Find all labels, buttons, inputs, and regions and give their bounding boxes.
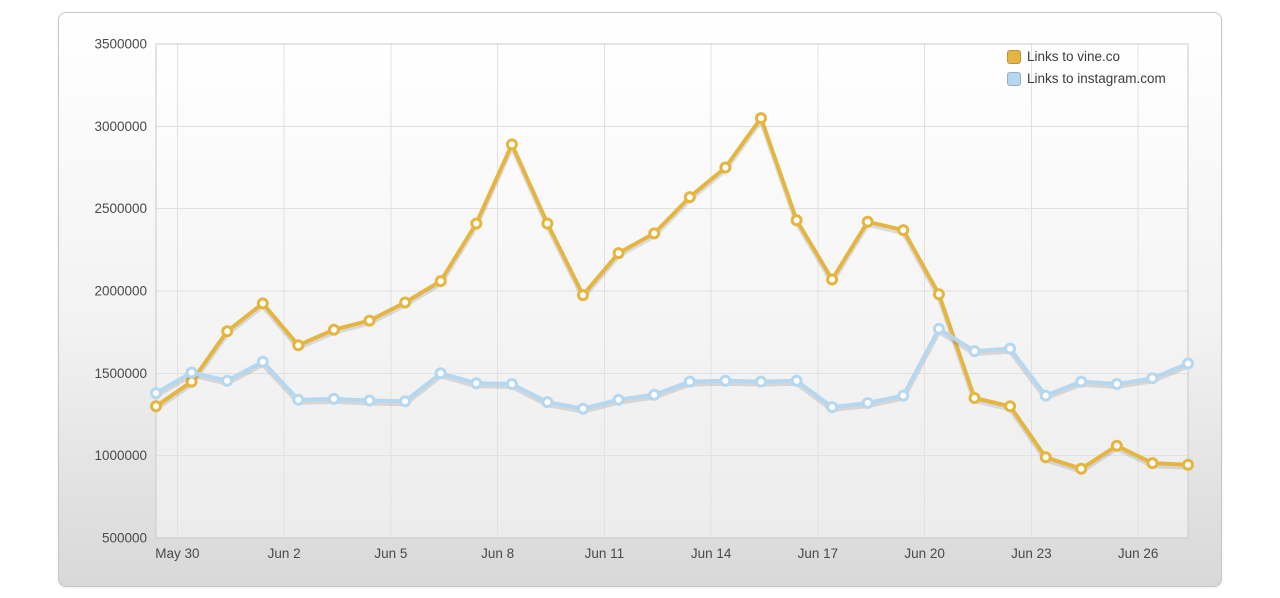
plot-border [155,43,1189,539]
data-point-marker-vine[interactable] [150,400,162,413]
data-point-marker-instagram[interactable] [1110,378,1123,390]
x-axis-tick-label: Jun 14 [691,546,732,561]
series-vine [150,112,1194,475]
data-point-marker-instagram[interactable] [968,345,981,358]
data-point-marker-vine[interactable] [683,191,696,204]
data-point-marker-instagram[interactable] [719,374,732,387]
data-point-marker-vine[interactable] [719,161,732,174]
data-point-marker-instagram[interactable] [612,393,625,406]
data-point-marker-instagram[interactable] [1182,357,1194,370]
data-point-marker-instagram[interactable] [1075,375,1088,388]
data-point-marker-instagram[interactable] [505,378,518,390]
data-point-marker-instagram[interactable] [861,397,874,409]
x-axis-tick-label: Jun 5 [374,546,407,561]
line-chart: 500000 1000000 1500000 2000000 2500000 300000… [94,37,1194,561]
x-axis-tick-label: Jun 23 [1011,546,1052,561]
legend-label-instagram: Links to instagram.com [1027,71,1166,86]
data-point-marker-instagram[interactable] [185,366,198,379]
data-point-marker-instagram[interactable] [256,355,269,368]
y-axis-tick-label: 2000000 [94,284,147,299]
legend-label-vine: Links to vine.co [1027,49,1121,64]
x-axis-tick-label: Jun 17 [798,546,839,561]
data-point-marker-vine[interactable] [327,323,340,336]
data-point-marker-instagram[interactable] [683,375,696,388]
data-point-marker-vine[interactable] [399,296,412,309]
chart-panel: 500000 1000000 1500000 2000000 2500000 300000… [58,12,1222,587]
data-point-marker-instagram[interactable] [541,396,554,409]
data-point-marker-vine[interactable] [612,247,625,260]
data-point-marker-vine[interactable] [790,214,803,227]
x-axis-tick-label: Jun 20 [904,546,945,561]
data-point-marker-vine[interactable] [826,273,839,286]
data-point-marker-vine[interactable] [1075,462,1088,475]
data-point-marker-instagram[interactable] [292,393,305,406]
data-point-marker-vine[interactable] [1004,400,1017,413]
y-axis-tick-label: 2500000 [94,201,147,216]
x-axis-tick-label: Jun 8 [481,546,514,561]
data-point-marker-vine[interactable] [1110,439,1123,452]
data-point-marker-vine[interactable] [434,275,447,288]
data-point-marker-instagram[interactable] [755,375,767,388]
data-point-marker-vine[interactable] [1146,457,1159,470]
data-point-marker-instagram[interactable] [1039,389,1052,402]
data-point-marker-instagram[interactable] [327,392,340,405]
y-axis-tick-label: 1500000 [94,366,147,381]
y-axis-tick-label: 1000000 [94,448,147,463]
data-point-marker-vine[interactable] [648,227,661,240]
data-point-marker-vine[interactable] [897,224,910,237]
data-point-marker-instagram[interactable] [897,389,910,402]
data-point-marker-instagram[interactable] [221,374,234,387]
data-point-marker-vine[interactable] [861,215,874,228]
data-point-marker-instagram[interactable] [1004,342,1017,355]
data-point-marker-vine[interactable] [932,288,945,301]
data-point-marker-instagram[interactable] [434,367,447,380]
x-axis-tick-label: Jun 11 [585,546,625,561]
y-axis-tick-label: 3500000 [94,37,147,52]
data-point-marker-instagram[interactable] [932,322,945,335]
data-point-marker-vine[interactable] [541,217,554,230]
legend-swatch-vine [1007,49,1021,64]
data-point-marker-instagram[interactable] [363,394,376,407]
legend: Links to vine.co Links to instagram.com [1007,49,1166,86]
data-point-marker-vine[interactable] [577,289,589,302]
x-axis-tick-label: Jun 2 [268,546,301,561]
data-point-marker-instagram[interactable] [470,377,483,390]
data-point-marker-instagram[interactable] [790,374,803,387]
legend-item-instagram[interactable]: Links to instagram.com [1007,71,1166,86]
y-axis-tick-label: 500000 [102,531,147,546]
data-point-marker-instagram[interactable] [577,402,589,415]
series-instagram [150,322,1194,415]
data-point-marker-vine[interactable] [470,217,483,230]
data-point-marker-instagram[interactable] [648,388,661,401]
x-axis-tick-label: Jun 26 [1118,546,1159,561]
legend-item-vine[interactable]: Links to vine.co [1007,49,1166,64]
legend-swatch-instagram [1007,71,1021,86]
series-line-vine [154,116,1190,471]
data-point-marker-vine[interactable] [221,325,234,338]
data-point-marker-vine[interactable] [968,392,981,404]
data-point-marker-vine[interactable] [755,112,767,125]
data-point-marker-vine[interactable] [1182,458,1194,471]
data-point-marker-instagram[interactable] [399,395,412,408]
y-axis-tick-label: 3000000 [94,119,147,134]
data-point-marker-instagram[interactable] [826,401,839,414]
data-point-marker-vine[interactable] [505,138,518,151]
data-point-marker-vine[interactable] [1039,451,1052,464]
data-point-marker-vine[interactable] [363,314,376,327]
data-point-marker-vine[interactable] [292,339,305,352]
data-point-marker-instagram[interactable] [150,387,162,400]
data-point-marker-instagram[interactable] [1146,372,1159,385]
x-axis-tick-label: May 30 [155,546,199,561]
data-point-marker-vine[interactable] [256,297,269,310]
